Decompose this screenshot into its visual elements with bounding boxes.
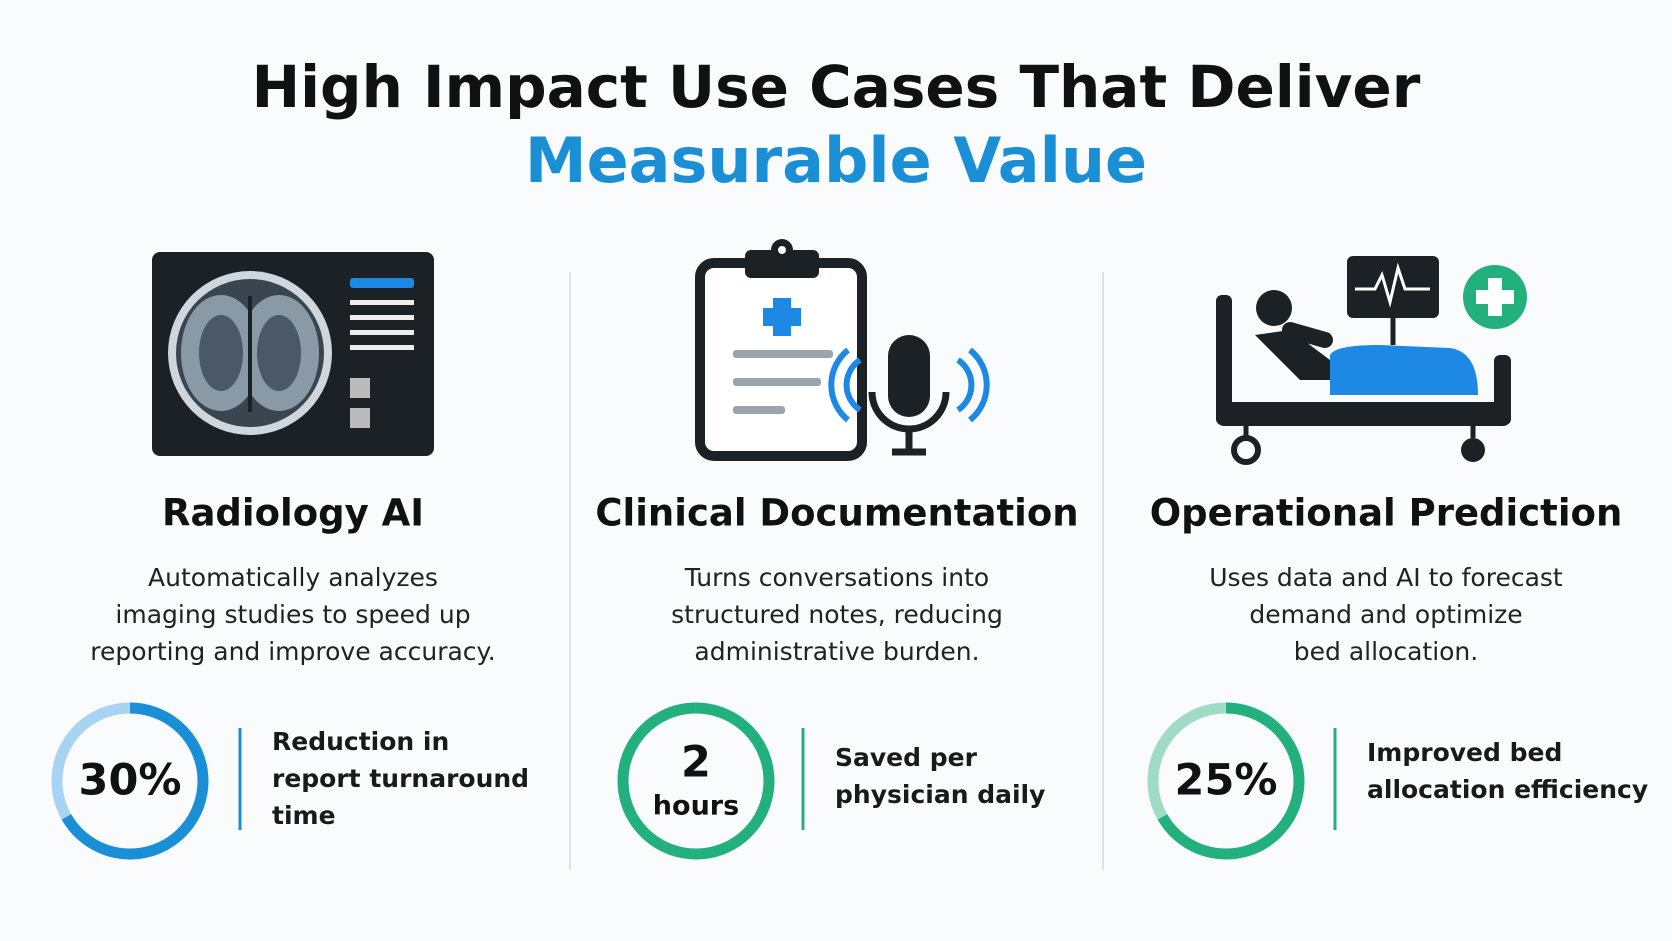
column-title: Clinical Documentation <box>595 492 1078 535</box>
stat-caption: time <box>272 801 336 830</box>
stat-ring <box>627 702 775 860</box>
description-line: structured notes, reducing <box>671 600 1003 629</box>
stat-caption: Reduction in <box>272 727 449 756</box>
stat-caption: physician daily <box>835 780 1045 809</box>
description-line: Uses data and AI to forecast <box>1209 563 1563 592</box>
description-line: administrative burden. <box>694 637 979 666</box>
title: High Impact Use Cases That Deliver <box>252 53 1421 121</box>
stat-unit: hours <box>653 791 739 822</box>
stat-value: 30% <box>79 756 182 806</box>
column-title: Radiology AI <box>162 492 424 535</box>
stat-ring <box>51 702 131 820</box>
documentation-icon <box>695 239 990 461</box>
stat-caption: Saved per <box>835 743 978 772</box>
stat-ring <box>61 702 209 860</box>
description-line: bed allocation. <box>1294 637 1478 666</box>
stat-ring <box>1157 702 1305 860</box>
stat-caption: allocation efficiency <box>1367 775 1648 804</box>
title-highlight: Measurable Value <box>525 124 1147 197</box>
stat-caption: Improved bed <box>1367 738 1562 767</box>
description-line: reporting and improve accuracy. <box>90 637 495 666</box>
description-line: Automatically analyzes <box>148 563 438 592</box>
description-line: imaging studies to speed up <box>115 600 470 629</box>
stat-value: 25% <box>1175 756 1278 806</box>
stat-value: 2 <box>681 738 711 788</box>
stat-ring <box>617 702 697 820</box>
radiology-icon <box>152 252 434 456</box>
stat-ring <box>1147 702 1227 820</box>
bed-icon <box>1216 256 1527 465</box>
stat-caption: report turnaround <box>272 764 529 793</box>
description-line: demand and optimize <box>1249 600 1522 629</box>
column-title: Operational Prediction <box>1150 492 1623 535</box>
description-line: Turns conversations into <box>684 563 989 592</box>
